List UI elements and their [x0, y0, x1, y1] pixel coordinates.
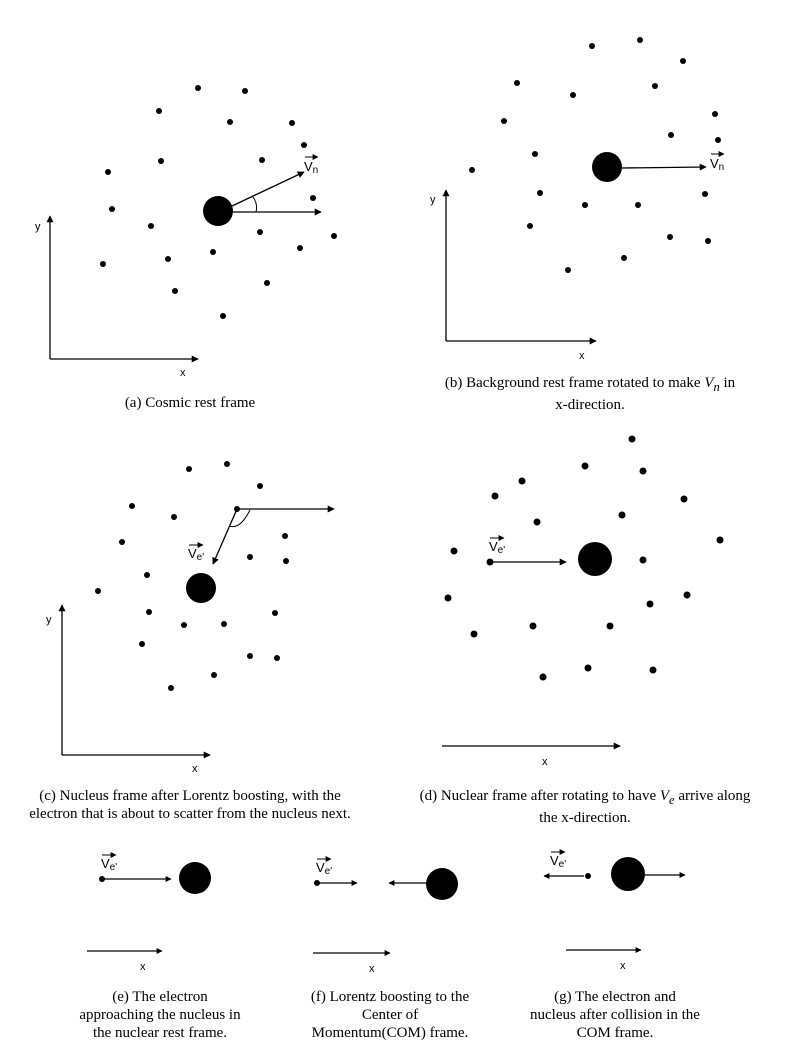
panel-c-background-particles	[95, 461, 289, 691]
panel-e-caption: (e) The electron approaching the nucleus…	[79, 989, 241, 1041]
panel-c-x-label: x	[192, 763, 198, 775]
panel-c-y-label: y	[46, 614, 52, 626]
panel-f: Ve' x	[313, 856, 458, 975]
panel-d: Ve' x	[442, 435, 724, 768]
panel-e-x-label: x	[140, 961, 146, 973]
panel-b-velocity-arrow	[621, 163, 707, 171]
panel-g-velocity-label: Ve'	[550, 849, 566, 870]
svg-text:Ve': Ve'	[316, 860, 332, 877]
panel-e-velocity-label: Ve'	[101, 852, 117, 873]
svg-text:Ve': Ve'	[101, 856, 117, 873]
svg-text:Vn: Vn	[710, 156, 724, 173]
panel-c-nucleus	[186, 573, 216, 603]
panel-d-x-label: x	[542, 756, 548, 768]
panel-a-nucleus	[203, 196, 233, 226]
panel-a-x-label: x	[180, 367, 186, 379]
panel-f-velocity-label: Ve'	[316, 856, 332, 877]
panel-g-x-label: x	[620, 960, 626, 972]
panel-g-caption: (g) The electron and nucleus after colli…	[530, 989, 700, 1041]
panel-d-caption: (d) Nuclear frame after rotating to have…	[419, 788, 751, 826]
panel-b: Vn y x	[430, 37, 725, 362]
panel-a-velocity-arrow	[231, 171, 305, 207]
panel-c: Ve' y x	[46, 461, 335, 775]
panel-c-electron-velocity-arrow	[212, 508, 238, 565]
panel-g: Ve' x	[543, 849, 686, 972]
panel-b-background-particles	[469, 37, 721, 273]
panel-d-velocity-label: Ve'	[489, 535, 505, 556]
panel-f-nucleus	[426, 868, 458, 900]
panel-b-x-label: x	[579, 350, 585, 362]
svg-text:Ve': Ve'	[550, 853, 566, 870]
panel-g-electron	[585, 873, 591, 879]
panel-a-background-particles	[100, 85, 337, 319]
panel-e-nucleus	[179, 862, 211, 894]
svg-text:Ve': Ve'	[188, 546, 204, 563]
panel-a-y-label: y	[35, 221, 41, 233]
panel-a-velocity-label: Vn	[304, 154, 319, 176]
panel-b-caption: (b) Background rest frame rotated to mak…	[444, 375, 736, 413]
panel-c-caption: (c) Nucleus frame after Lorentz boosting…	[29, 788, 351, 822]
panel-a: Vn y x	[35, 85, 337, 379]
svg-text:Vn: Vn	[304, 159, 318, 176]
panel-b-y-label: y	[430, 194, 436, 206]
panel-f-x-label: x	[369, 963, 375, 975]
panel-f-caption: (f) Lorentz boosting to the Center of Mo…	[310, 989, 470, 1041]
panel-e: Ve' x	[87, 852, 211, 973]
svg-text:Ve': Ve'	[489, 539, 505, 556]
panel-c-velocity-label: Ve'	[188, 542, 204, 563]
panel-b-nucleus	[592, 152, 622, 182]
panel-d-nucleus	[578, 542, 612, 576]
panel-a-angle-arc	[252, 196, 258, 213]
panel-d-background-particles	[444, 435, 724, 681]
panel-c-angle-arc	[228, 509, 251, 528]
panel-a-caption: (a) Cosmic rest frame	[124, 395, 256, 411]
panel-g-nucleus	[611, 857, 645, 891]
panel-b-velocity-label: Vn	[710, 151, 725, 173]
